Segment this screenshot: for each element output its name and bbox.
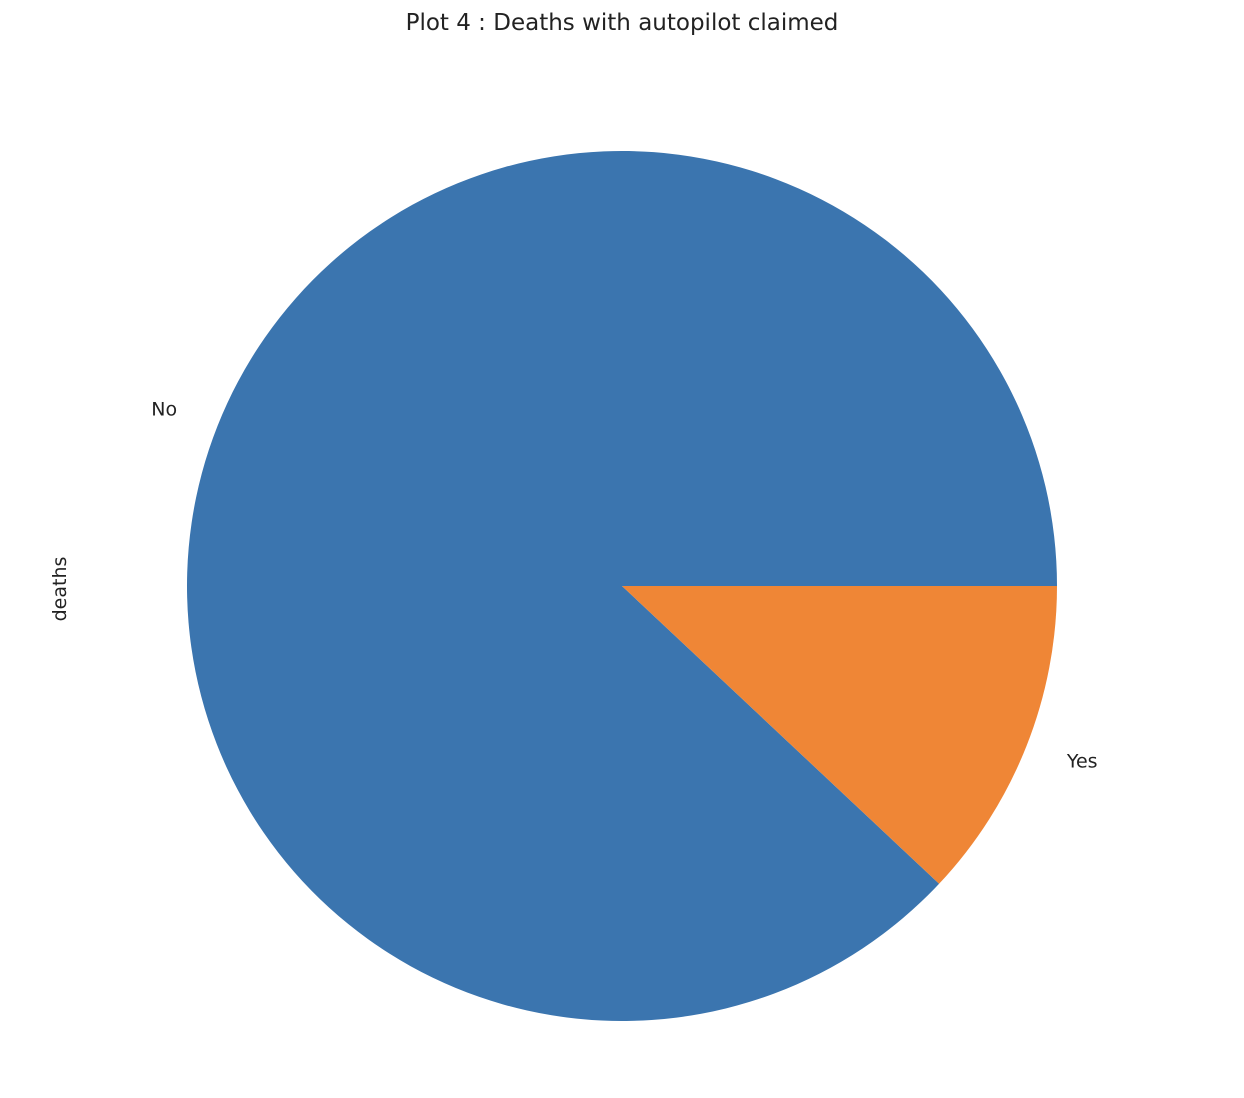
pie-labels: No Yes <box>151 398 1097 772</box>
chart-title: Plot 4 : Deaths with autopilot claimed <box>406 10 839 36</box>
pie-slices <box>187 151 1057 1022</box>
pie-slice-yes <box>622 586 1057 884</box>
pie-slice-no <box>187 151 1057 1022</box>
slice-label-no: No <box>151 398 177 420</box>
slice-label-yes: Yes <box>1066 751 1098 773</box>
y-axis-label: deaths <box>49 557 71 622</box>
